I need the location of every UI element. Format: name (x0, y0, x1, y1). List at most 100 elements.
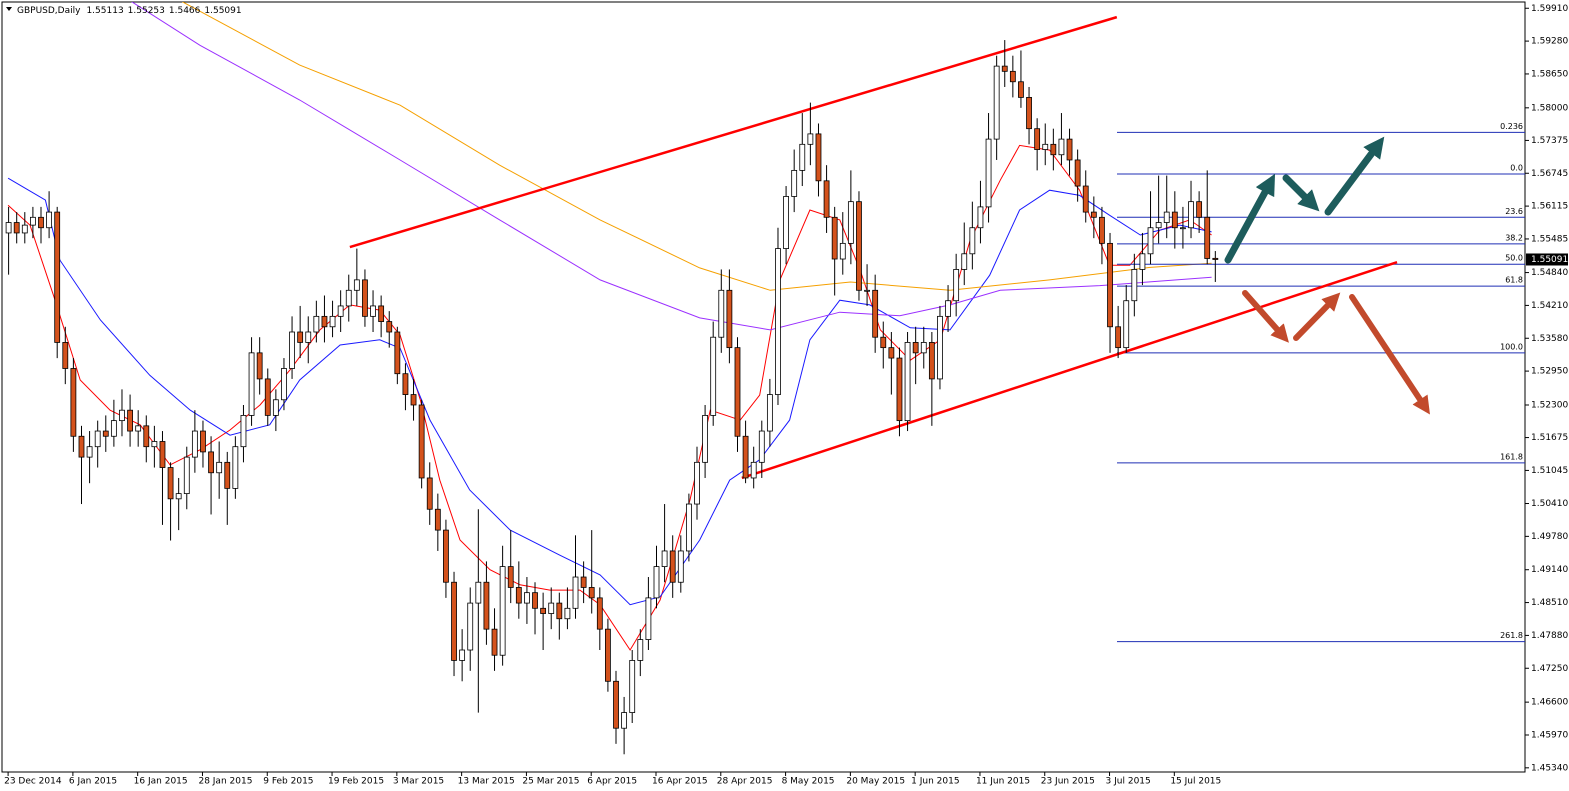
candle-body (685, 503, 692, 552)
x-tick-label: 3 Mar 2015 (393, 777, 444, 787)
candle-body (1115, 326, 1122, 349)
candle-body (766, 394, 773, 432)
candle-body (1171, 211, 1178, 229)
y-tick-label: 1.50410 (1531, 499, 1568, 509)
candle-body (499, 566, 506, 656)
candle-body (1139, 253, 1146, 270)
moving-average (181, 2, 1212, 291)
x-tick-label: 16 Jan 2015 (134, 777, 188, 787)
ohlc-value: 1.55113 (86, 6, 123, 16)
candle-body (1050, 143, 1057, 156)
x-tick-label: 3 Jul 2015 (1106, 777, 1151, 787)
candle-body (216, 461, 223, 474)
candle-body (256, 352, 263, 380)
y-tick-label: 1.54840 (1531, 268, 1568, 278)
x-tick-label: 28 Jan 2015 (198, 777, 252, 787)
price-box (1526, 253, 1568, 266)
candle-body (362, 279, 368, 317)
fib-label: 100.0 (1500, 342, 1523, 351)
y-tick-label: 1.58650 (1531, 69, 1568, 79)
x-tick-label: 6 Apr 2015 (587, 777, 637, 787)
fib-label: 0.236 (1500, 122, 1523, 131)
candle-body (1034, 128, 1041, 150)
candle-body (410, 394, 417, 406)
arrow (1293, 292, 1341, 341)
candle-body (718, 289, 725, 338)
candle-body (783, 196, 789, 249)
forecast-arrows (1224, 136, 1430, 415)
candle-body (378, 305, 385, 322)
x-tick-label: 20 May 2015 (846, 777, 905, 787)
candle-body (831, 216, 838, 260)
candle-body (661, 550, 668, 567)
moving-average (7, 177, 1212, 606)
candle-body (434, 508, 441, 531)
candle-body (1163, 211, 1170, 223)
candle-body (167, 467, 174, 500)
candle-body (758, 430, 765, 463)
candle-body (742, 435, 749, 479)
ohlc-value: 1.55253 (128, 6, 165, 16)
candle-body (969, 227, 976, 255)
candle-body (313, 315, 320, 333)
y-tick-label: 1.54210 (1531, 301, 1568, 311)
candle-body (1123, 300, 1130, 349)
candle-body (1180, 227, 1186, 230)
candle-body (1099, 216, 1105, 244)
y-tick-label: 1.55485 (1531, 234, 1568, 244)
candle-body (191, 430, 198, 458)
candle-body (596, 597, 603, 630)
arrow (1324, 136, 1385, 216)
candle-body (21, 224, 28, 234)
plot-frame (1, 1, 1526, 773)
candle-body (912, 342, 919, 354)
candle-body (281, 368, 287, 401)
price-box-label: 1.55091 (1531, 255, 1568, 265)
fib-label: 261.8 (1500, 631, 1523, 640)
candle-body (54, 211, 61, 343)
y-tick-label: 1.49780 (1531, 532, 1568, 542)
candle-body (29, 216, 36, 226)
symbol: GBPUSD,Daily (17, 6, 81, 16)
arrow (1242, 290, 1289, 343)
candle-body (945, 300, 951, 317)
candle-body (1001, 65, 1008, 72)
trend-line (349, 15, 1118, 249)
candle-body (135, 425, 142, 432)
candle-body (677, 550, 684, 583)
y-tick-label: 1.52300 (1531, 400, 1568, 410)
candle-body (515, 587, 522, 604)
fib-label: 0.0 (1510, 164, 1523, 173)
candle-body (353, 279, 360, 291)
candle-body (548, 602, 555, 614)
x-tick-label: 15 Jul 2015 (1170, 777, 1221, 787)
candle-body (1058, 138, 1065, 156)
candle-body (856, 201, 862, 291)
candle-body (572, 576, 579, 609)
candle-body (823, 180, 830, 218)
y-tick-label: 1.57375 (1531, 136, 1568, 146)
x-tick-label: 19 Feb 2015 (328, 777, 384, 787)
candle-body (467, 602, 474, 651)
candle-body (70, 368, 77, 437)
candle-body (248, 352, 255, 416)
candle-body (1009, 70, 1016, 83)
candle-body (459, 649, 466, 661)
candle-body (13, 222, 20, 234)
y-tick-label: 1.59910 (1531, 4, 1568, 14)
x-tick-label: 6 Jan 2015 (69, 777, 117, 787)
menu-triangle[interactable] (6, 7, 12, 11)
y-tick-label: 1.58000 (1531, 103, 1568, 113)
y-tick-label: 1.49140 (1531, 565, 1568, 575)
moving-average (131, 2, 1212, 331)
candle-body (46, 211, 52, 229)
candle-body (264, 378, 271, 416)
candle-body (1196, 201, 1203, 218)
candle-body (540, 607, 547, 614)
candle-body (507, 566, 514, 588)
candle-body (937, 315, 943, 380)
candle-body (524, 592, 530, 604)
candle-body (345, 289, 352, 307)
candle-body (110, 420, 117, 437)
fib-label: 38.2 (1505, 233, 1523, 242)
